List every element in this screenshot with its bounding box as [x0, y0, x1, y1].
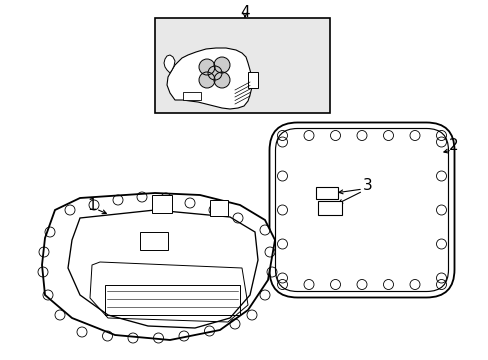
- FancyBboxPatch shape: [155, 18, 329, 113]
- FancyBboxPatch shape: [152, 195, 172, 213]
- Polygon shape: [167, 48, 251, 109]
- Circle shape: [214, 72, 229, 88]
- Polygon shape: [163, 55, 175, 73]
- Circle shape: [207, 66, 222, 80]
- Polygon shape: [42, 193, 274, 340]
- Text: 1: 1: [87, 198, 97, 212]
- FancyBboxPatch shape: [209, 200, 227, 216]
- FancyBboxPatch shape: [317, 201, 341, 215]
- FancyBboxPatch shape: [315, 187, 337, 199]
- Text: 2: 2: [448, 138, 458, 153]
- Text: 4: 4: [240, 5, 249, 19]
- FancyBboxPatch shape: [269, 122, 453, 297]
- Circle shape: [199, 72, 215, 88]
- Text: 3: 3: [363, 177, 372, 193]
- FancyBboxPatch shape: [247, 72, 258, 88]
- Circle shape: [199, 59, 215, 75]
- Circle shape: [214, 57, 229, 73]
- FancyBboxPatch shape: [183, 92, 201, 100]
